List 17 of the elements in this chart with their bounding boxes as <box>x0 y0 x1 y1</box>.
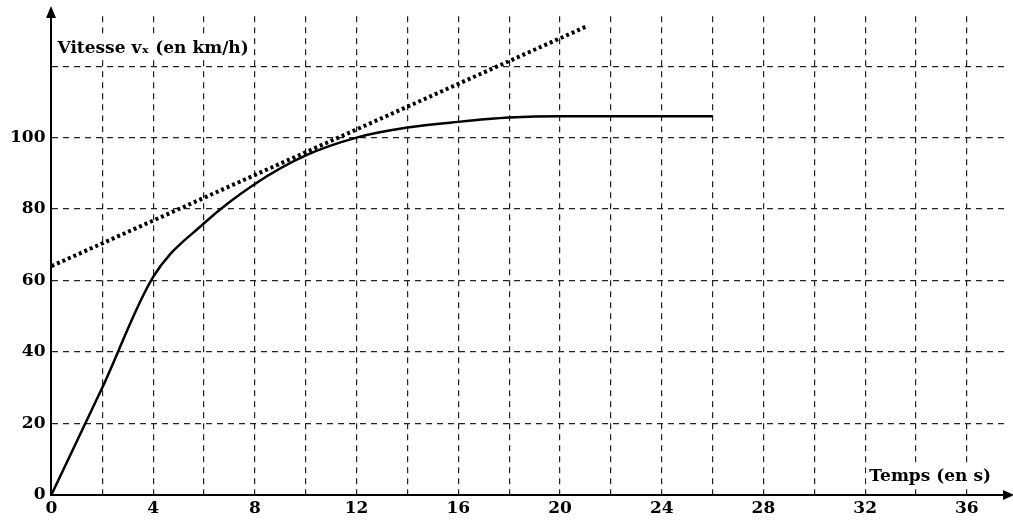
y-tick-label: 20 <box>21 411 46 432</box>
y-tick-label: 60 <box>21 268 46 289</box>
y-tick-label: 0 <box>33 483 46 504</box>
y-tick-label: 80 <box>21 197 46 218</box>
x-tick-label: 16 <box>446 497 471 518</box>
y-axis-title: Vitesse vₓ (en km/h) <box>56 36 249 57</box>
x-tick-label: 28 <box>751 497 776 518</box>
y-tick-label: 40 <box>21 340 46 361</box>
x-tick-label: 8 <box>248 497 261 518</box>
y-tick-label: 100 <box>9 126 46 147</box>
x-tick-label: 12 <box>344 497 369 518</box>
x-tick-label: 32 <box>853 497 877 518</box>
x-tick-label: 36 <box>955 497 979 518</box>
x-tick-label: 4 <box>147 497 160 518</box>
x-axis-title: Temps (en s) <box>869 465 992 486</box>
x-tick-label: 24 <box>649 497 674 518</box>
x-tick-label: 20 <box>548 497 573 518</box>
